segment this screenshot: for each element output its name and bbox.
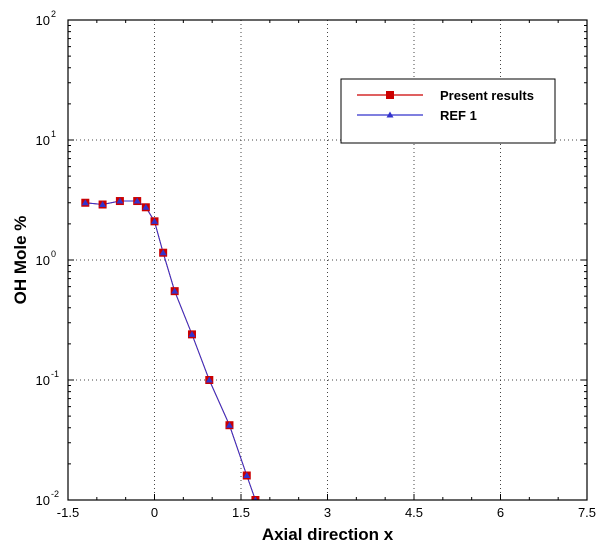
y-tick-label: 10 [36,493,50,508]
legend-box [340,78,556,144]
x-tick-label: 4.5 [405,505,423,520]
data-point-ref-1 [253,496,258,500]
series-line-present-results [85,200,256,500]
y-tick-label: 10 [36,13,50,28]
data-point-ref-1 [188,330,196,337]
data-point-ref-1 [116,197,124,204]
x-axis-ticks: -1.5 0 1.5 3 4.5 6 7.5 [57,20,596,520]
legend-entry-present-results: Present results [357,88,534,103]
legend-label-present-results: Present results [440,88,534,103]
y-tick-label: 10 [36,373,50,388]
legend-entry-ref-1: REF 1 [357,108,477,123]
x-tick-label: 3 [324,505,331,520]
x-tick-label: 6 [497,505,504,520]
y-tick-exponent: -2 [51,489,59,499]
y-tick-exponent: 2 [51,9,56,19]
legend: Present results REF 1 [340,78,556,144]
y-tick-label: 10 [36,253,50,268]
data-point-ref-1 [99,201,107,208]
data-point-ref-1 [205,376,213,383]
data-point-ref-1 [133,197,141,204]
x-tick-label: 1.5 [232,505,250,520]
data-point-ref-1 [243,472,251,479]
data-series-group [81,197,260,500]
legend-label-ref-1: REF 1 [440,108,477,123]
data-point-ref-1 [142,203,150,210]
x-axis-label: Axial direction x [262,525,394,544]
x-tick-label: 7.5 [578,505,596,520]
y-tick-exponent: 1 [51,129,56,139]
data-point-ref-1 [151,217,158,224]
data-point-ref-1 [159,249,167,256]
legend-marker-present-results [386,91,394,99]
y-tick-label: 10 [36,133,50,148]
y-tick-exponent: -1 [51,369,59,379]
data-point-ref-1 [171,287,179,294]
y-axis-label: OH Mole % [11,216,30,305]
data-point-ref-1 [81,199,89,206]
series-line-ref-1 [85,200,256,500]
x-tick-label: 0 [151,505,158,520]
data-point-ref-1 [225,421,233,428]
legend-marker-ref-1 [386,111,394,118]
y-tick-exponent: 0 [51,249,56,259]
x-tick-label: -1.5 [57,505,79,520]
